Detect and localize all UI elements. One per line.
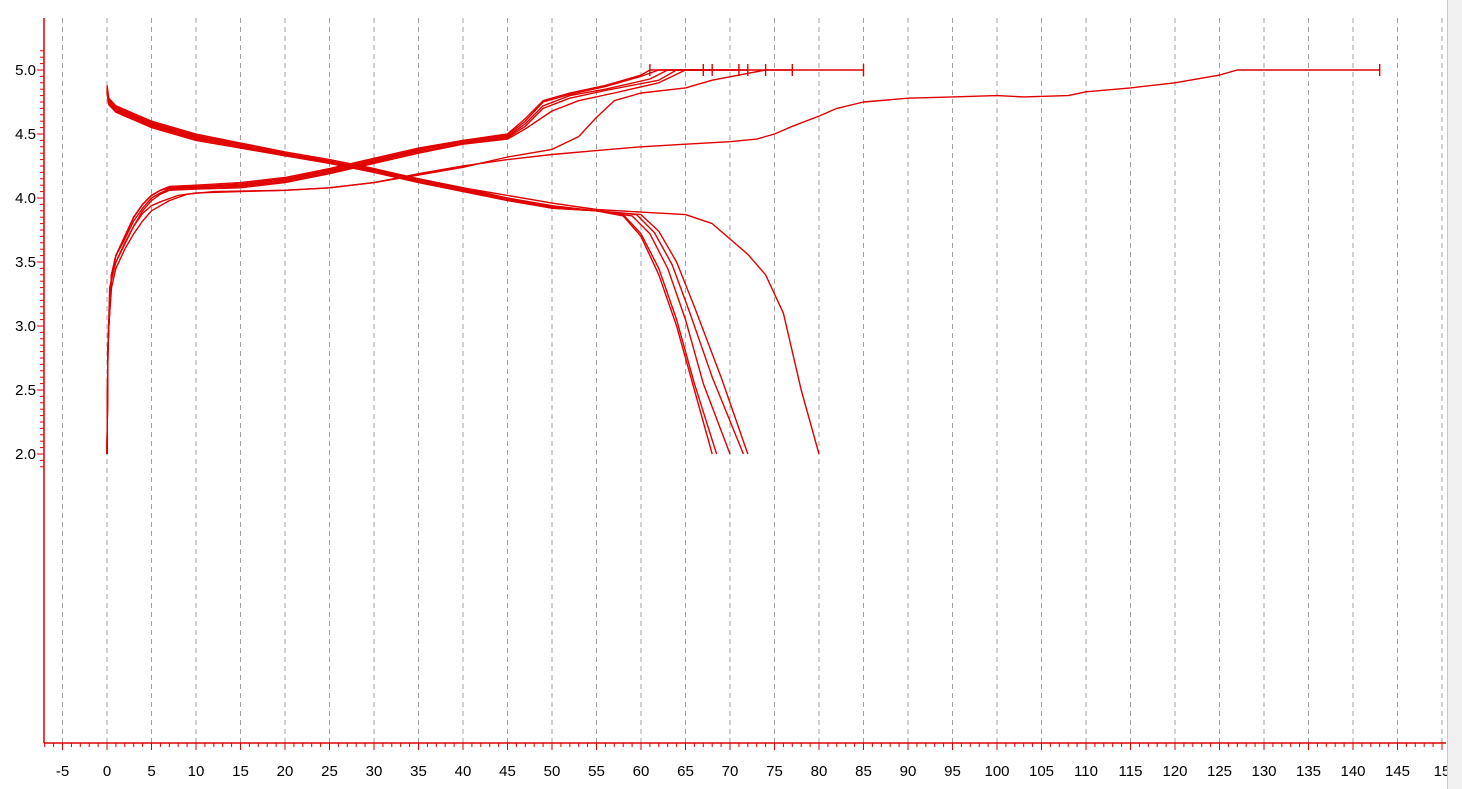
x-tick-label: 0 [103, 763, 111, 780]
charge-curve [106, 69, 793, 455]
x-tick-label: 115 [1119, 763, 1143, 780]
x-tick-label: 40 [455, 763, 472, 780]
x-tick-label: 45 [499, 763, 516, 780]
y-tick-label: 5.0 [15, 62, 36, 79]
x-tick-label: 15 [1434, 763, 1451, 780]
y-tick-label: 2.0 [15, 446, 36, 463]
tick-labels: 2.0 2.5 3.0 3.5 4.0 4.5 5.0 -5 0 5 10 15 20 25 30 35 40 4… [15, 62, 1450, 780]
series-curves [106, 69, 1380, 455]
x-tick-label: 140 [1340, 763, 1365, 780]
charge-curve [106, 69, 864, 455]
charge-curve [106, 69, 1380, 455]
x-tick-label: 60 [633, 763, 650, 780]
x-tick-label: 95 [944, 763, 961, 780]
charge-curve [106, 69, 739, 455]
x-tick-label: 75 [766, 763, 783, 780]
end-markers [649, 64, 1381, 76]
y-tick-label: 2.5 [15, 382, 36, 399]
x-tick-label: 70 [722, 763, 739, 780]
discharge-curve [106, 89, 718, 455]
x-tick-label: 120 [1162, 763, 1187, 780]
x-tick-label: 30 [366, 763, 383, 780]
discharge-curve [106, 92, 820, 455]
x-tick-label: 100 [984, 763, 1009, 780]
x-tick-label: 65 [677, 763, 694, 780]
x-tick-label: 145 [1385, 763, 1410, 780]
x-tick-label: 15 [232, 763, 249, 780]
x-tick-label: 85 [855, 763, 872, 780]
discharge-curve [106, 91, 749, 455]
y-tick-label: 3.5 [15, 254, 36, 271]
x-tick-label: 110 [1074, 763, 1098, 780]
scrollbar-edge [1447, 0, 1462, 789]
x-tick-label: 50 [544, 763, 561, 780]
x-tick-label: 10 [188, 763, 205, 780]
gridlines [62, 18, 1443, 743]
tick-marks [37, 50, 1443, 750]
x-tick-label: 20 [277, 763, 294, 780]
x-tick-label: 80 [811, 763, 828, 780]
x-tick-label: 135 [1296, 763, 1321, 780]
axes [43, 18, 1446, 744]
y-tick-label: 3.0 [15, 318, 36, 335]
x-tick-label: -5 [56, 763, 69, 780]
x-tick-label: 90 [900, 763, 917, 780]
x-tick-label: 55 [588, 763, 605, 780]
x-tick-label: 5 [147, 763, 155, 780]
charge-curve [106, 69, 713, 455]
x-tick-label: 130 [1251, 763, 1276, 780]
y-tick-label: 4.0 [15, 190, 36, 207]
x-tick-label: 35 [410, 763, 427, 780]
y-tick-label: 4.5 [15, 126, 36, 143]
x-tick-label: 125 [1207, 763, 1232, 780]
charge-curve [106, 69, 748, 455]
discharge-curve [106, 90, 745, 455]
x-tick-label: 105 [1029, 763, 1054, 780]
x-tick-label: 25 [321, 763, 338, 780]
